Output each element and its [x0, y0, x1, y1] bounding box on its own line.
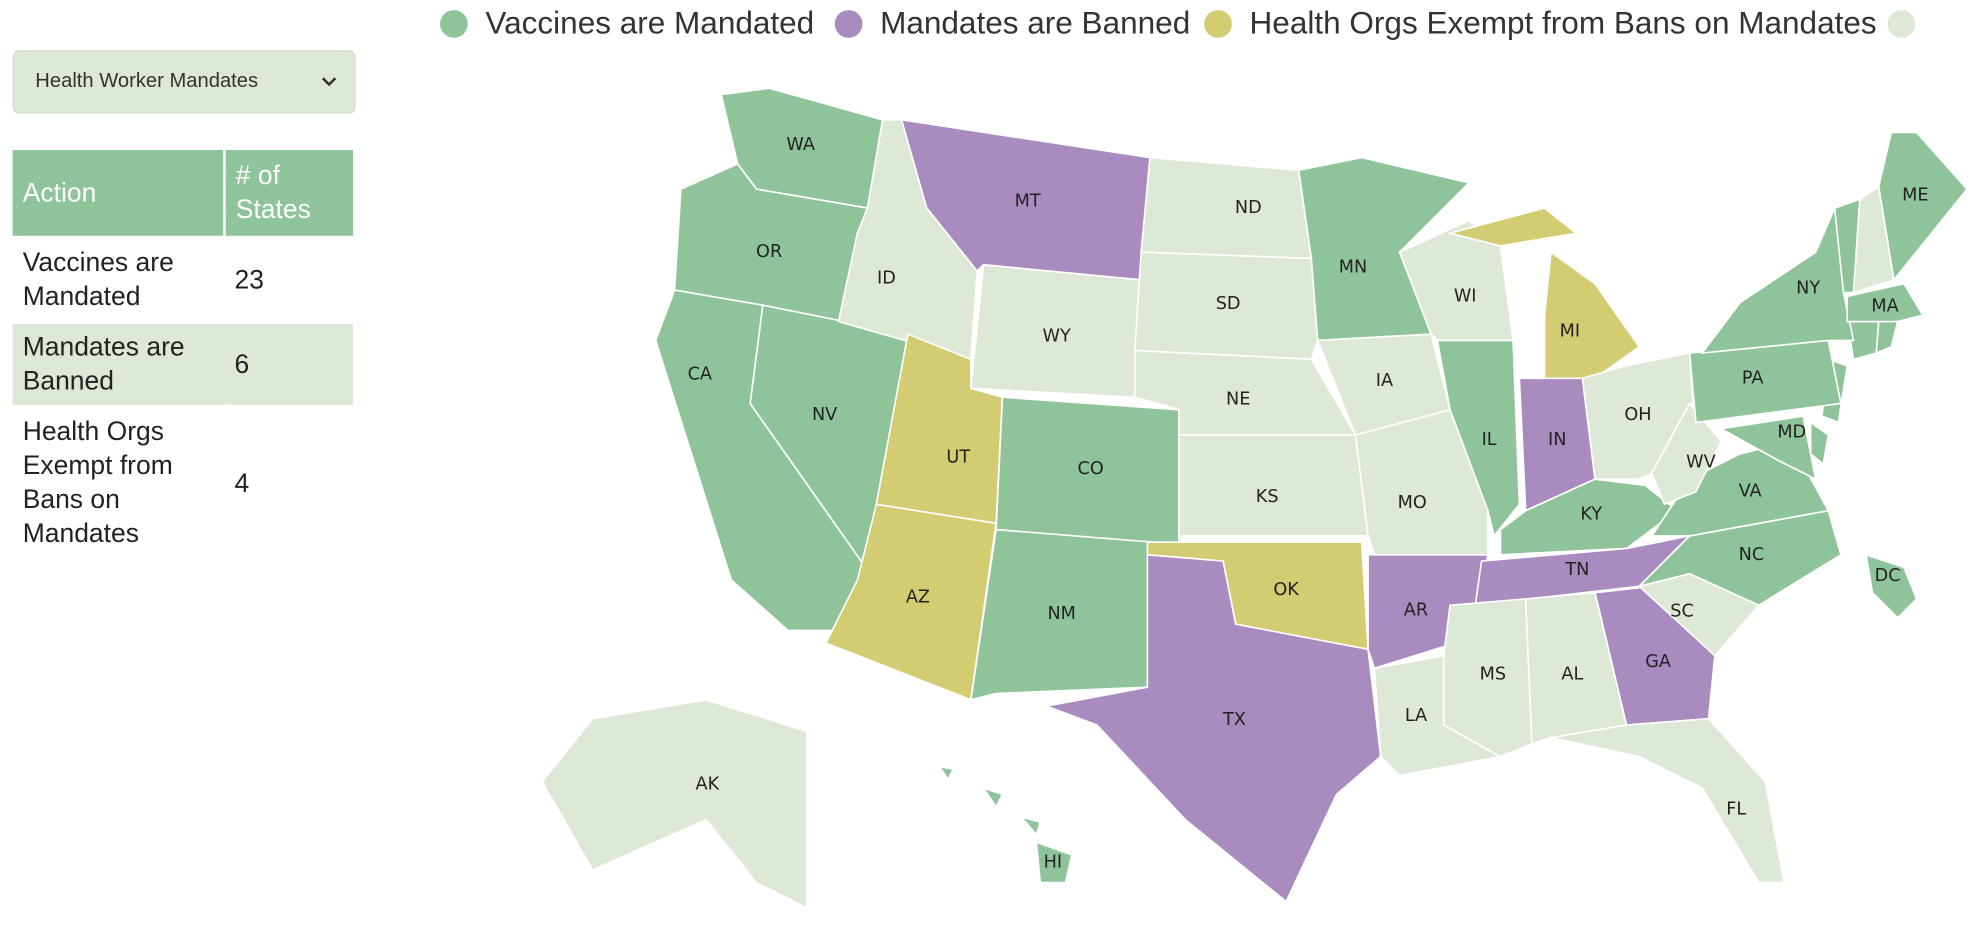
state-label: ID [877, 269, 896, 289]
state-label: HI [1044, 852, 1062, 872]
state-label: OR [756, 242, 782, 262]
state-label: NV [812, 405, 837, 425]
state-shape [1133, 251, 1319, 361]
state-label: CO [1078, 459, 1104, 479]
state-label: ND [1235, 198, 1262, 218]
state-label: TN [1564, 560, 1589, 580]
action-cell: Health Orgs Exempt from Bans on Mandates [12, 404, 225, 558]
action-cell: Vaccines are Mandated [12, 235, 225, 323]
state-shape [1846, 282, 1925, 323]
count-cell: 6 [224, 320, 354, 407]
state-shape [824, 503, 998, 701]
state-label: KY [1580, 504, 1602, 524]
count-cell: 4 [224, 404, 354, 558]
state-label: AL [1561, 665, 1583, 685]
state-label: OK [1273, 580, 1299, 600]
state-label: CA [688, 364, 712, 384]
state-label: TX [1222, 710, 1246, 730]
state-label: SC [1670, 602, 1694, 622]
legend-label: Mandates are Banned [880, 5, 1190, 41]
header-cell: Action [12, 150, 225, 238]
state-label: LA [1405, 706, 1427, 726]
table-row: Mandates are Banned 6 [12, 320, 354, 407]
state-label: AK [696, 774, 720, 794]
state-shape [1543, 250, 1641, 386]
table-row: Vaccines are Mandated 23 [12, 235, 354, 323]
legend-swatch [834, 10, 863, 38]
state-shape [1718, 415, 1817, 481]
state-shape [1865, 553, 1918, 620]
state-label: WY [1043, 327, 1071, 347]
state-label: KS [1256, 487, 1279, 507]
state-label: MD [1777, 422, 1806, 442]
state-shape [1018, 815, 1042, 837]
state-label: DC [1875, 566, 1901, 586]
states: WA OR CA NV ID MT WY UT CO AZ NM ND SD NE KS OK TX MN IA MO… [541, 87, 1969, 910]
state-label: VA [1739, 482, 1762, 502]
state-label: AR [1404, 600, 1428, 620]
state-shape [1550, 717, 1786, 884]
state-shape [1436, 339, 1521, 538]
state-label: NE [1226, 390, 1250, 410]
state-label: MS [1480, 665, 1506, 685]
state-label: SD [1216, 294, 1241, 314]
state-label: GA [1645, 652, 1671, 672]
state-label: WV [1686, 453, 1716, 473]
legend-label: Health Orgs Exempt from Bans on Mandates [1250, 5, 1877, 41]
summary-table: Action # of States Vaccines are Mandated… [12, 150, 354, 558]
chevron [321, 77, 337, 87]
state-shape [1178, 434, 1370, 537]
state-shape [1446, 207, 1579, 247]
table-header: Action # of States [12, 150, 354, 238]
state-shape [1035, 841, 1073, 884]
state-label: FL [1726, 799, 1746, 819]
state-label: MT [1015, 192, 1041, 212]
dropdown-label: Health Worker Mandates [35, 70, 259, 93]
state-shape [981, 786, 1004, 809]
state-shape [1140, 156, 1313, 260]
count-cell: 23 [224, 235, 354, 323]
state-shape [541, 698, 808, 910]
state-shape [1700, 204, 1855, 355]
state-label: NY [1796, 279, 1820, 299]
header-cell: # of States [223, 150, 354, 238]
state-label: IA [1376, 371, 1393, 391]
state-shape [1875, 320, 1899, 355]
state-label: UT [946, 448, 970, 468]
state-label: NC [1739, 545, 1765, 565]
legend-swatch [440, 10, 468, 38]
state-shape [969, 528, 1155, 701]
state-label: MA [1871, 296, 1898, 316]
state-label: ME [1902, 185, 1928, 205]
state-label: MO [1398, 493, 1427, 513]
state-shape [1650, 402, 1723, 506]
legend-swatch [1204, 10, 1232, 38]
state-label: WI [1454, 286, 1477, 306]
state-shape [1043, 553, 1382, 903]
state-label: PA [1742, 368, 1764, 388]
action-cell: Mandates are Banned [12, 320, 225, 407]
state-shape [937, 765, 955, 781]
legend-label: Vaccines are Mandated [485, 5, 814, 41]
state-label: WA [786, 135, 815, 155]
dropdown[interactable]: Health Worker Mandates [12, 50, 356, 114]
legend: Vaccines are Mandated Mandates are Banned… [440, 5, 1916, 41]
state-label: MN [1339, 257, 1367, 277]
table-row: Health Orgs Exempt from Bans on Mandates… [12, 404, 354, 558]
state-shape [1877, 131, 1969, 282]
state-label: MI [1560, 322, 1580, 342]
state-label: OH [1624, 405, 1651, 425]
state-label: NM [1047, 604, 1075, 624]
state-label: IN [1548, 430, 1566, 450]
state-label: AZ [906, 588, 930, 608]
state-label: IL [1482, 430, 1497, 450]
legend-swatch [1887, 10, 1916, 38]
state-shape [1809, 420, 1830, 466]
